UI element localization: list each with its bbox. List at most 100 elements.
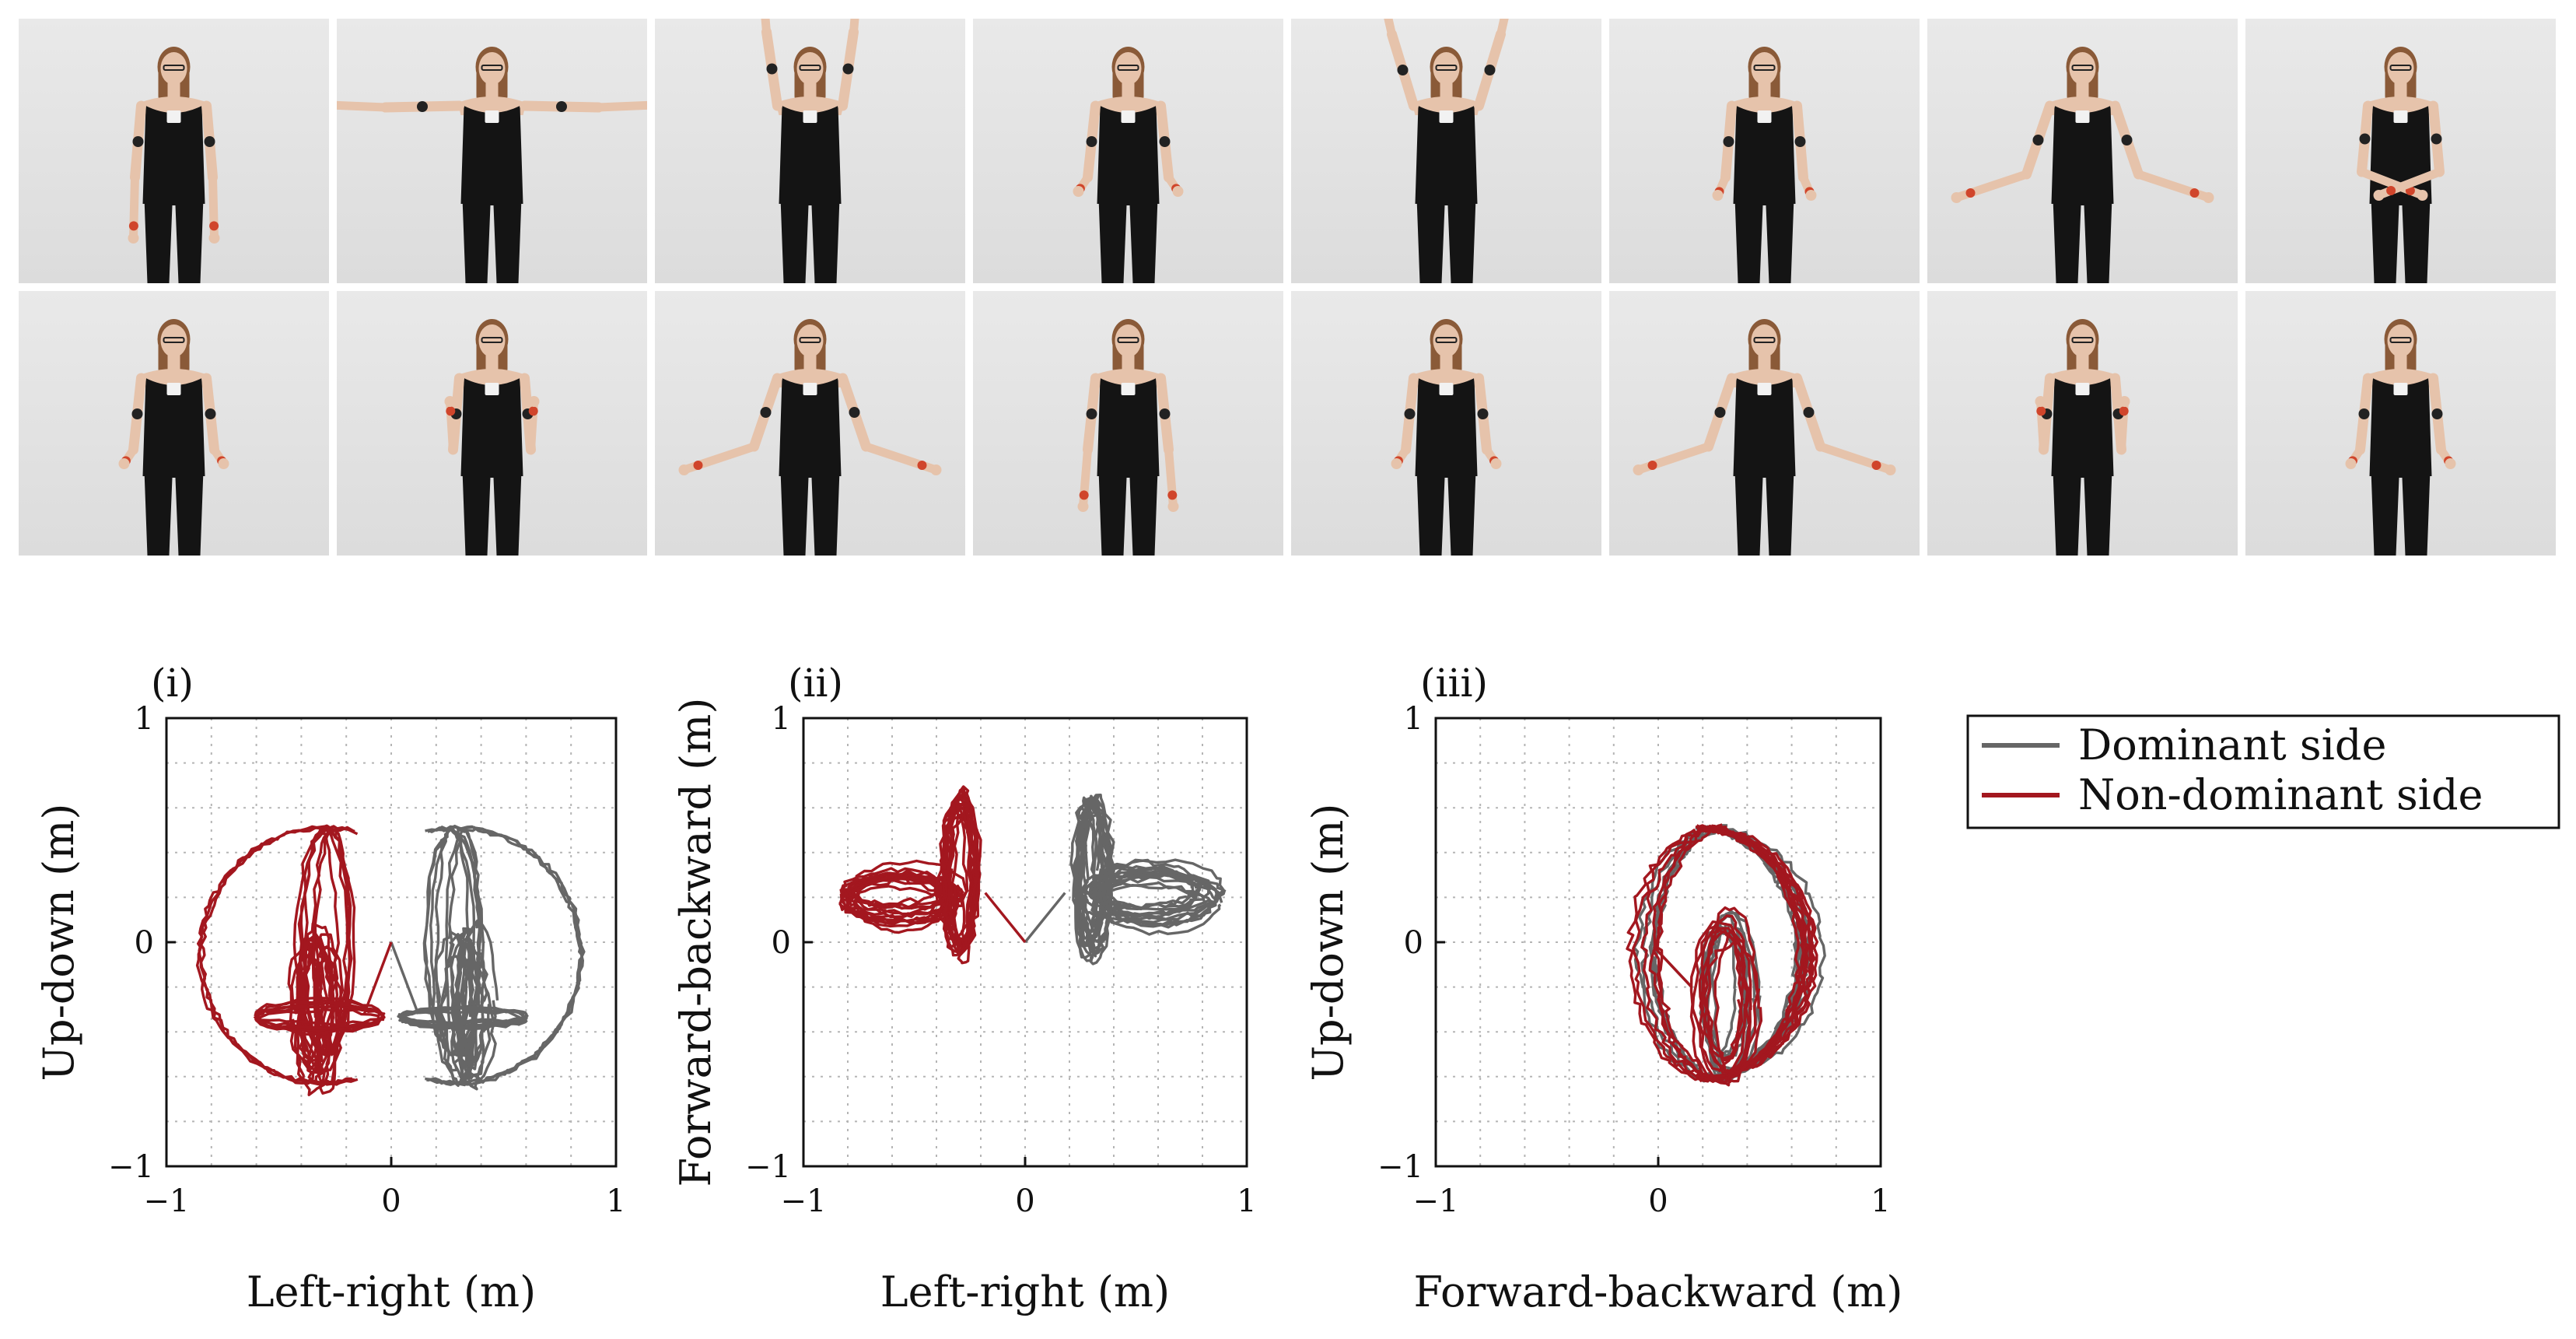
y-tick-label: 0 [135, 925, 154, 961]
pose-photo [337, 291, 647, 556]
x-tick-label: 0 [1015, 1183, 1034, 1219]
trajectory-line [1653, 945, 1693, 988]
trajectory-line [398, 1006, 528, 1029]
trajectory-line [1696, 828, 1807, 1081]
pose-photo [19, 291, 329, 556]
trajectory-line [1082, 797, 1107, 958]
person-figure [1951, 47, 2214, 283]
trajectory-line [1648, 823, 1725, 1081]
trajectory-line [1701, 941, 1763, 1077]
pose-photo [1291, 19, 1601, 283]
panel-label: (i) [151, 661, 194, 706]
trajectory-line [362, 941, 393, 1015]
pose-photo [1609, 291, 1920, 556]
x-tick-label: −1 [1413, 1183, 1459, 1219]
pose-photo [2245, 291, 2556, 556]
trajectory-line [1024, 892, 1066, 944]
trajectory-line [1705, 825, 1819, 1079]
trajectory-line [425, 825, 584, 1086]
person-figure [1633, 319, 1896, 556]
pose-photo-grid [19, 19, 2559, 556]
x-tick-label: 1 [606, 1183, 625, 1219]
series-non-dominant [838, 785, 1027, 965]
legend-box [1966, 714, 2560, 829]
panel-iii: −1 0 1−101(iii)Forward-backward (m)Up-down… [1304, 661, 1902, 1316]
x-tick-label: 1 [1237, 1183, 1256, 1219]
trajectory-line [422, 828, 482, 1057]
trajectory-line [445, 828, 481, 1057]
trajectory-line [390, 941, 420, 1015]
trajectory-line [457, 919, 499, 1081]
person-figure [128, 47, 220, 283]
pose-photo [2245, 19, 2556, 283]
y-axis-label: Forward-backward (m) [671, 698, 720, 1187]
pose-photo [1291, 291, 1601, 556]
trajectory-line [1705, 914, 1749, 1061]
trajectory-line [1652, 824, 1717, 1079]
series-non-dominant [195, 824, 393, 1096]
pose-photo [655, 19, 965, 283]
person-figure [1712, 47, 1817, 283]
series-dominant [390, 825, 586, 1091]
pose-photo [973, 291, 1283, 556]
person-figure [2357, 47, 2445, 283]
person-figure [761, 19, 859, 283]
person-figure [2035, 319, 2130, 556]
y-tick-label: −1 [745, 1149, 791, 1185]
y-tick-label: 0 [1404, 925, 1423, 961]
person-figure [2345, 319, 2456, 556]
x-tick-label: 1 [1871, 1183, 1890, 1219]
x-tick-label: −1 [144, 1183, 190, 1219]
series-non-dominant [1626, 823, 1819, 1087]
trajectory-line [1626, 824, 1715, 1081]
y-tick-label: −1 [108, 1149, 154, 1185]
trajectory-plots: −1 0 1−101(i)Left-right (m)Up-down (m) −1 0… [34, 661, 2560, 1316]
trajectory-line [984, 892, 1027, 944]
legend-label-dominant: Dominant side [2078, 720, 2386, 769]
x-tick-label: 0 [1648, 1183, 1668, 1219]
legend: Dominant side Non-dominant side [1966, 714, 2560, 829]
pose-photo [19, 19, 329, 283]
y-tick-label: 1 [772, 701, 791, 737]
trajectory-line [254, 1004, 384, 1031]
trajectory-line [1632, 828, 1719, 1081]
person-figure [1073, 47, 1184, 283]
pose-photo [1609, 19, 1920, 283]
panel-label: (ii) [788, 661, 843, 706]
y-tick-label: 1 [135, 701, 154, 737]
trajectory-line [852, 873, 964, 925]
trajectory-line [1090, 871, 1200, 910]
panel-i: −1 0 1−101(i)Left-right (m)Up-down (m) [34, 661, 626, 1316]
x-axis-label: Left-right (m) [247, 1267, 536, 1316]
person-figure [444, 319, 540, 556]
pose-photo [337, 19, 647, 283]
person-figure [678, 319, 942, 556]
pose-photo [1927, 291, 2238, 556]
trajectory-line [1656, 825, 1729, 1084]
x-tick-label: 0 [381, 1183, 401, 1219]
legend-label-non-dominant: Non-dominant side [2078, 770, 2483, 819]
trajectory-line [1640, 825, 1717, 1083]
y-axis-label: Up-down (m) [34, 804, 83, 1081]
pose-photo [1927, 19, 2238, 283]
trajectory-line [842, 877, 940, 920]
y-tick-label: 0 [772, 925, 791, 961]
y-axis-label: Up-down (m) [1304, 804, 1353, 1081]
person-figure [1077, 319, 1179, 556]
person-figure [118, 319, 229, 556]
pose-photo [973, 19, 1283, 283]
person-figure [1391, 319, 1502, 556]
panel-label: (iii) [1420, 661, 1488, 706]
x-axis-label: Left-right (m) [880, 1267, 1170, 1316]
y-tick-label: −1 [1377, 1149, 1423, 1185]
trajectory-line [1073, 812, 1098, 948]
trajectory-line [942, 795, 982, 954]
pose-photo [655, 291, 965, 556]
x-axis-label: Forward-backward (m) [1414, 1267, 1903, 1316]
person-figure [1384, 19, 1509, 283]
trajectory-line [198, 825, 359, 1087]
person-figure [337, 47, 647, 283]
grid [803, 718, 1247, 1166]
y-tick-label: 1 [1404, 701, 1423, 737]
x-tick-label: −1 [781, 1183, 827, 1219]
